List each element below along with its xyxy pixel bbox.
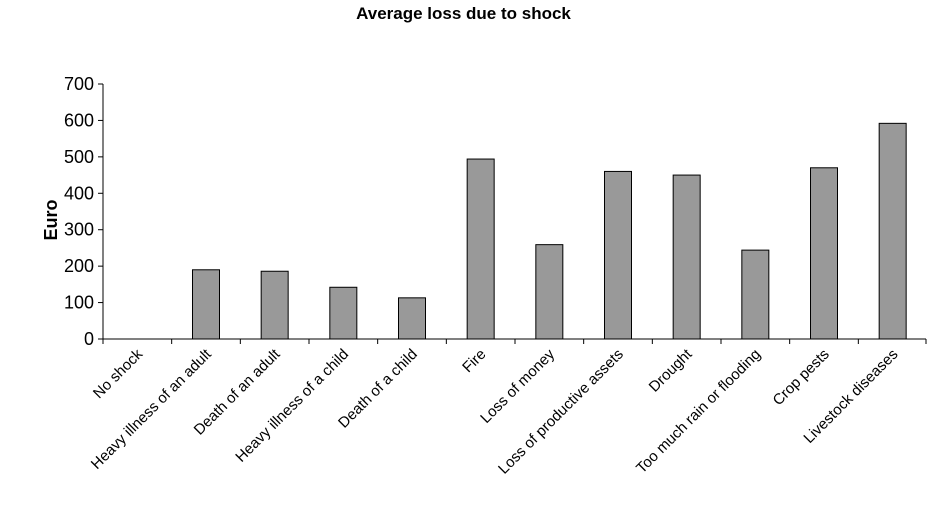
y-axis: 0 100 200 300 400 500 600 700 bbox=[64, 74, 104, 349]
y-tick-label: 200 bbox=[64, 256, 94, 276]
x-tick-label: Loss of productive assets bbox=[495, 346, 627, 478]
bar-3 bbox=[260, 270, 289, 340]
bar-2 bbox=[192, 269, 220, 340]
y-tick-label: 500 bbox=[64, 147, 94, 167]
y-tick-label: 100 bbox=[64, 293, 94, 313]
y-tick-label: 400 bbox=[64, 183, 94, 203]
bar-5 bbox=[398, 297, 426, 340]
x-tick-label: Heavy illness of a child bbox=[232, 346, 352, 466]
y-axis-title: Euro bbox=[41, 199, 61, 240]
bar-4 bbox=[329, 286, 358, 340]
x-tick-label: Heavy illness of an adult bbox=[88, 345, 216, 473]
x-tick-label: Too much rain or flooding bbox=[633, 346, 764, 477]
x-tick-label: Drought bbox=[646, 345, 696, 395]
bar-11 bbox=[810, 167, 838, 340]
y-tick-label: 0 bbox=[84, 329, 94, 349]
y-tick-label: 300 bbox=[64, 220, 94, 240]
x-tick-label: Crop pests bbox=[770, 346, 833, 409]
bar-6 bbox=[466, 158, 495, 340]
bars bbox=[192, 122, 907, 340]
chart-title: Average loss due to shock bbox=[356, 4, 571, 23]
bar-8 bbox=[604, 170, 632, 340]
bar-12 bbox=[878, 122, 907, 340]
bar-10 bbox=[741, 249, 770, 340]
bar-9 bbox=[672, 174, 701, 340]
x-tick-label: Fire bbox=[459, 346, 489, 376]
x-tick-label: No shock bbox=[90, 345, 147, 402]
y-tick-label: 700 bbox=[64, 74, 94, 94]
y-tick-label: 600 bbox=[64, 110, 94, 130]
bar-7 bbox=[535, 244, 564, 340]
